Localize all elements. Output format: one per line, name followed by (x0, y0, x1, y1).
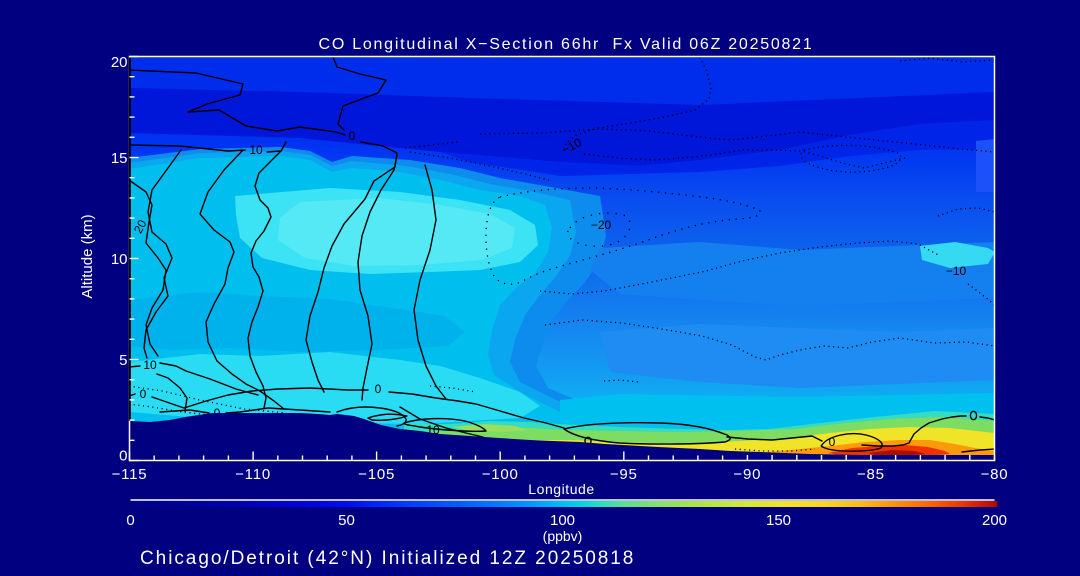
svg-text:20: 20 (111, 54, 128, 71)
svg-text:100: 100 (550, 512, 575, 529)
svg-text:5: 5 (119, 352, 127, 369)
svg-text:150: 150 (766, 512, 791, 529)
svg-text:10: 10 (143, 358, 157, 372)
svg-text:0: 0 (829, 435, 836, 449)
svg-text:Longitude: Longitude (528, 481, 594, 497)
svg-text:−95: −95 (610, 466, 638, 483)
svg-text:−115: −115 (112, 466, 148, 483)
svg-text:−110: −110 (235, 466, 271, 483)
svg-text:20: 20 (131, 217, 150, 236)
svg-text:−20: −20 (591, 218, 612, 232)
svg-text:−90: −90 (733, 466, 761, 483)
svg-text:15: 15 (111, 150, 128, 167)
svg-text:−105: −105 (358, 466, 395, 483)
svg-text:0: 0 (140, 387, 147, 401)
svg-text:−85: −85 (857, 466, 885, 483)
svg-text:−100: −100 (482, 466, 519, 483)
svg-text:CO Longitudinal X−Section 66hr: CO Longitudinal X−Section 66hr Fx Valid … (319, 36, 814, 53)
svg-text:(ppbv): (ppbv) (543, 528, 583, 544)
svg-text:10: 10 (249, 143, 263, 157)
svg-text:0: 0 (349, 129, 356, 143)
svg-text:0: 0 (126, 512, 134, 529)
svg-text:0: 0 (119, 448, 127, 465)
svg-text:Altitude (km): Altitude (km) (79, 214, 96, 298)
svg-text:200: 200 (982, 512, 1007, 529)
svg-text:0: 0 (375, 382, 382, 396)
svg-text:−10: −10 (946, 264, 967, 278)
svg-text:10: 10 (111, 251, 128, 268)
svg-text:50: 50 (338, 512, 355, 529)
svg-text:−80: −80 (981, 466, 1009, 483)
svg-text:Chicago/Detroit (42°N) Initial: Chicago/Detroit (42°N) Initialized 12Z 2… (140, 548, 635, 569)
